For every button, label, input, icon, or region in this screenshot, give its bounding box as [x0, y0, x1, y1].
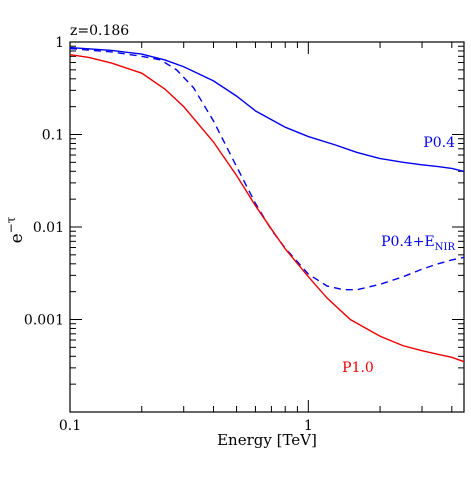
x-axis-label: Energy [TeV] — [217, 431, 317, 449]
y-axis-label: e−τ — [4, 216, 27, 243]
chart-title: z=0.186 — [70, 23, 129, 39]
y-axis-label-exponent: −τ — [4, 216, 18, 233]
series-label-2: P0.4+ENIR — [381, 234, 455, 253]
y-tick-label: 0.001 — [24, 313, 64, 329]
series-label-3: P1.0 — [342, 360, 374, 376]
series-line-3 — [70, 53, 464, 363]
series-line-2 — [70, 47, 464, 291]
x-tick-label: 1 — [304, 418, 313, 434]
curves — [70, 46, 464, 363]
series-label-text: P1.0 — [342, 360, 374, 376]
x-tick-label: 0.1 — [59, 418, 81, 434]
tick-labels: 0.1 1 1 0.1 0.01 0.001 — [24, 35, 313, 434]
series-line-1 — [70, 46, 464, 172]
y-tick-label: 1 — [55, 35, 64, 51]
ticks — [69, 41, 464, 413]
y-axis-label-base: e — [7, 233, 27, 243]
plot-frame — [69, 41, 465, 413]
series-label-text: P0.4 — [423, 135, 455, 151]
y-tick-label: 0.01 — [33, 220, 64, 236]
series-label-1: P0.4 — [423, 135, 455, 151]
series-labels: P0.4 P0.4+ENIR P1.0 — [342, 135, 455, 376]
series-label-subscript: NIR — [435, 242, 456, 253]
y-tick-label: 0.1 — [42, 128, 64, 144]
series-label-text: P0.4+E — [381, 234, 435, 250]
